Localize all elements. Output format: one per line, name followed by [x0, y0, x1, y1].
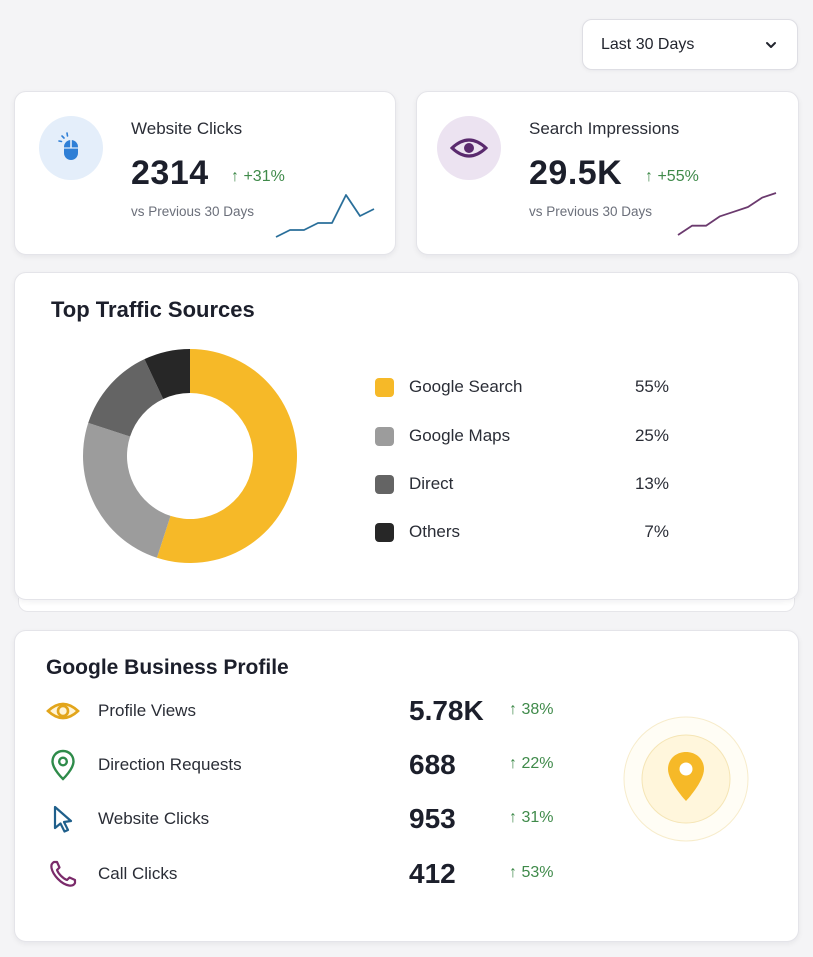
gbp-label: Website Clicks: [98, 809, 210, 828]
legend-percent: 7%: [644, 522, 669, 541]
kpi-title: Website Clicks: [131, 119, 243, 138]
gbp-label: Direction Requests: [98, 755, 242, 774]
gbp-delta: ↑ 38%: [509, 701, 554, 718]
gbp-label: Call Clicks: [98, 864, 178, 883]
kpi-delta: ↑ +31%: [231, 168, 285, 185]
section-title: Google Business Profile: [46, 656, 289, 679]
gbp-delta: ↑ 22%: [509, 755, 554, 772]
gbp-value: 5.78K: [409, 695, 484, 726]
google-business-profile-card: Google Business Profile Profile Views 5.…: [14, 630, 799, 942]
date-range-value: Last 30 Days: [601, 35, 695, 53]
location-pin-icon: [45, 749, 81, 781]
gbp-label: Profile Views: [98, 701, 196, 720]
kpi-title: Search Impressions: [529, 119, 680, 138]
legend-percent: 55%: [634, 377, 669, 396]
gbp-delta: ↑ 31%: [509, 809, 554, 826]
legend-label: Others: [409, 522, 461, 541]
eye-icon: [45, 695, 81, 727]
legend-item-others: Others 7%: [375, 520, 695, 544]
kpi-value: 2314: [131, 154, 209, 192]
legend-swatch: [375, 378, 394, 397]
mouse-icon: [39, 116, 103, 180]
gbp-value: 688: [409, 749, 456, 780]
kpi-subtitle: vs Previous 30 Days: [131, 204, 255, 219]
legend-label: Direct: [409, 474, 454, 493]
gbp-value: 953: [409, 803, 456, 834]
legend-item-google-search: Google Search 55%: [375, 375, 695, 399]
legend-swatch: [375, 523, 394, 542]
legend-label: Google Maps: [409, 426, 511, 445]
donut-slice-others: [144, 349, 190, 399]
phone-icon: [45, 858, 81, 890]
legend-swatch: [375, 475, 394, 494]
kpi-subtitle: vs Previous 30 Days: [529, 204, 653, 219]
sparkline: [677, 192, 777, 236]
legend-item-google-maps: Google Maps 25%: [375, 424, 695, 448]
donut-slice-google-maps: [82, 422, 171, 558]
gbp-row-call-clicks: Call Clicks 412 ↑ 53%: [45, 856, 605, 892]
gbp-row-profile-views: Profile Views 5.78K ↑ 38%: [45, 693, 605, 729]
legend-item-direct: Direct 13%: [375, 472, 695, 496]
kpi-delta: ↑ +55%: [645, 168, 699, 185]
legend-percent: 25%: [634, 426, 669, 445]
kpi-card-search-impressions: Search Impressions 29.5K ↑ +55% vs Previ…: [416, 91, 799, 255]
eye-icon: [437, 116, 501, 180]
gbp-row-direction-requests: Direction Requests 688 ↑ 22%: [45, 747, 605, 783]
kpi-value: 29.5K: [529, 154, 623, 192]
donut-chart: [82, 349, 297, 563]
legend-label: Google Search: [409, 377, 523, 396]
donut-slice-direct: [88, 359, 164, 437]
legend-percent: 13%: [634, 474, 669, 493]
cursor-icon: [45, 803, 81, 835]
sparkline-path: [677, 192, 777, 236]
card-stack-edge: [18, 598, 795, 612]
section-title: Top Traffic Sources: [51, 297, 255, 322]
sparkline-path: [275, 194, 375, 238]
gbp-value: 412: [409, 858, 456, 889]
legend-swatch: [375, 427, 394, 446]
chevron-down-icon: [766, 41, 776, 48]
sparkline: [275, 194, 375, 238]
date-range-select[interactable]: Last 30 Days: [582, 19, 798, 70]
traffic-sources-card: Top Traffic Sources Google Search 55% Go…: [14, 272, 799, 600]
kpi-card-website-clicks: Website Clicks 2314 ↑ +31% vs Previous 3…: [14, 91, 396, 255]
gbp-delta: ↑ 53%: [509, 864, 554, 881]
donut-slice-google-search: [156, 349, 297, 563]
map-pin-icon: [621, 714, 751, 844]
gbp-row-website-clicks: Website Clicks 953 ↑ 31%: [45, 801, 605, 837]
